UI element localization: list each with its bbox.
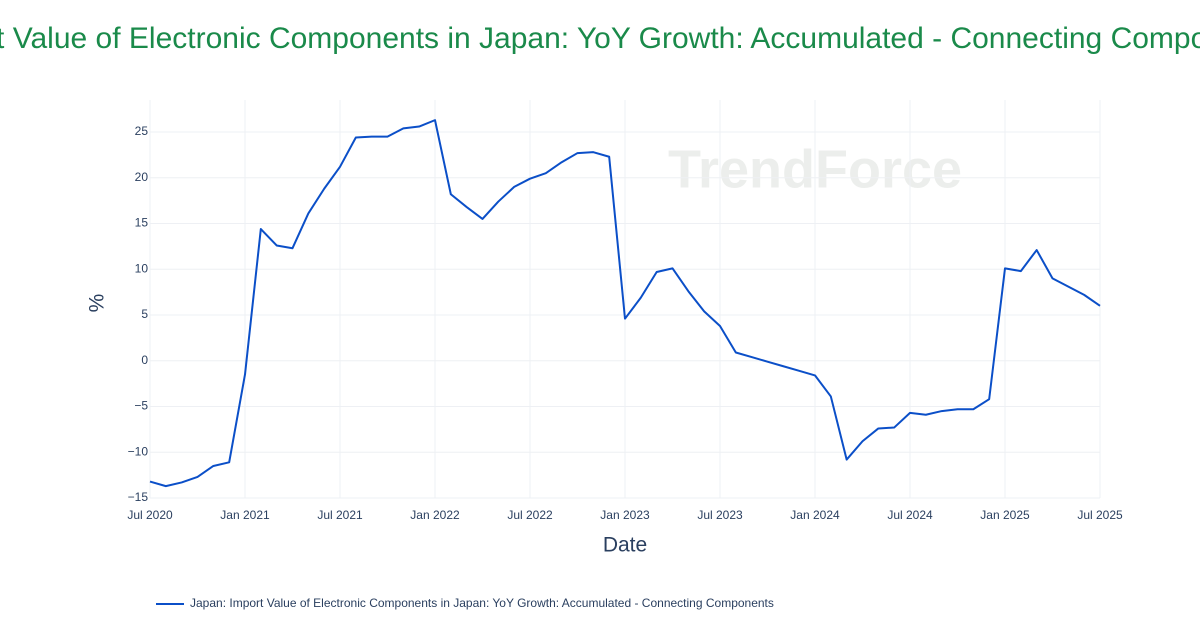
- y-tick-label: 20: [135, 170, 149, 184]
- y-axis-label: %: [86, 294, 109, 313]
- x-tick-label: Jan 2022: [410, 508, 460, 522]
- x-axis-label: Date: [603, 534, 647, 557]
- x-tick-label: Jan 2024: [790, 508, 840, 522]
- x-tick-label: Jul 2020: [127, 508, 173, 522]
- x-tick-label: Jan 2021: [220, 508, 270, 522]
- y-tick-label: 5: [141, 307, 148, 321]
- x-tick-label: Jul 2025: [1077, 508, 1123, 522]
- chart-title: Import Value of Electronic Components in…: [0, 22, 1200, 55]
- x-tick-label: Jul 2024: [887, 508, 933, 522]
- legend-label: Japan: Import Value of Electronic Compon…: [190, 596, 774, 610]
- data-line: [149, 119, 1101, 488]
- y-tick-label: 25: [135, 124, 149, 138]
- y-tick-label: −5: [134, 399, 148, 413]
- x-tick-label: Jan 2025: [980, 508, 1030, 522]
- y-tick-label: −15: [128, 490, 149, 504]
- x-tick-label: Jan 2023: [600, 508, 650, 522]
- y-tick-label: −10: [128, 444, 149, 458]
- y-tick-label: 0: [141, 353, 148, 367]
- y-tick-label: 15: [135, 216, 149, 230]
- x-tick-label: Jul 2022: [507, 508, 553, 522]
- y-tick-label: 10: [135, 261, 149, 275]
- x-tick-label: Jul 2021: [317, 508, 363, 522]
- x-tick-label: Jul 2023: [697, 508, 743, 522]
